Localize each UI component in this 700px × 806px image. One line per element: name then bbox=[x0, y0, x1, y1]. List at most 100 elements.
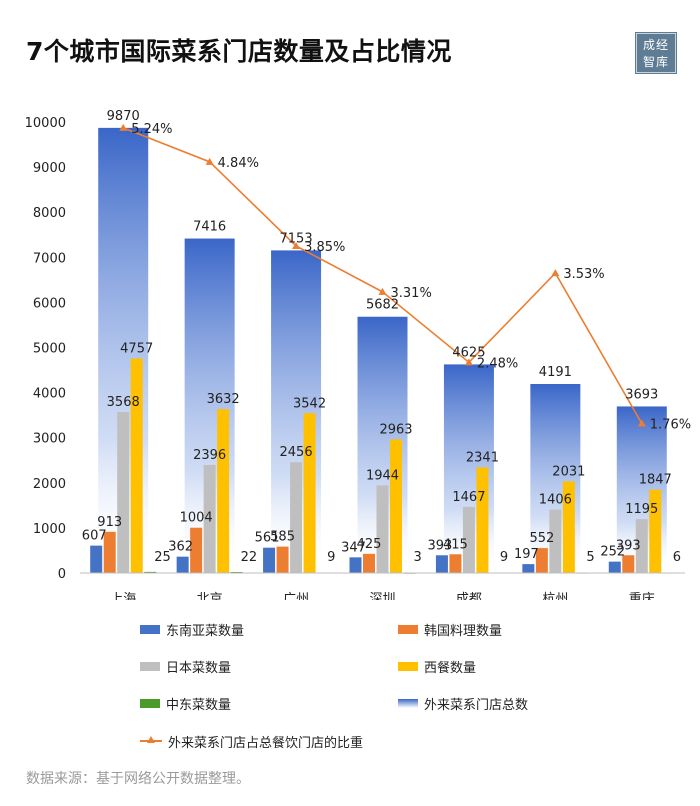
y-tick-label: 2000 bbox=[33, 477, 66, 492]
western-data-label: 3542 bbox=[293, 396, 326, 411]
bar-southeast-asian bbox=[263, 547, 276, 573]
legend-label-western: 西餐数量 bbox=[424, 660, 477, 676]
middle-eastern-data-label: 5 bbox=[586, 550, 594, 565]
legend-swatch-western bbox=[398, 661, 418, 671]
x-category-label: 北京 bbox=[197, 592, 223, 600]
ratio-marker bbox=[464, 358, 473, 366]
legend-swatch-ratio bbox=[140, 736, 162, 743]
ratio-data-label: 5.24% bbox=[131, 122, 172, 137]
y-tick-label: 1000 bbox=[33, 522, 66, 537]
southeast-asian-data-label: 252 bbox=[600, 545, 625, 560]
ratio-line bbox=[119, 123, 646, 427]
bar-korean bbox=[103, 531, 116, 573]
western-data-label: 2341 bbox=[466, 450, 499, 465]
southeast-asian-data-label: 347 bbox=[341, 540, 366, 555]
middle-eastern-data-label: 22 bbox=[241, 550, 258, 565]
legend-southeast-asian: 东南亚菜数量 bbox=[140, 620, 245, 639]
western-data-label: 4757 bbox=[120, 341, 153, 356]
y-tick-label: 5000 bbox=[33, 342, 66, 357]
ratio-marker bbox=[551, 269, 560, 277]
bar-korean bbox=[622, 555, 635, 573]
legend-middle-eastern: 中东菜数量 bbox=[140, 694, 231, 713]
bar-japanese bbox=[635, 519, 648, 573]
western-data-label: 2031 bbox=[552, 464, 585, 479]
x-category-label: 上海 bbox=[110, 592, 136, 600]
y-tick-label: 6000 bbox=[33, 296, 66, 311]
legend-korean: 韩国料理数量 bbox=[398, 620, 503, 639]
middle-eastern-data-label: 25 bbox=[154, 550, 171, 565]
bar-southeast-asian bbox=[176, 556, 189, 573]
western-data-label: 2963 bbox=[379, 422, 412, 437]
bar-korean bbox=[535, 548, 548, 573]
ratio-data-label: 3.85% bbox=[304, 240, 345, 255]
total-data-label: 9870 bbox=[107, 109, 140, 124]
legend-swatch-japanese bbox=[140, 661, 160, 671]
bar-korean bbox=[190, 527, 203, 573]
bar-japanese bbox=[117, 412, 130, 573]
bar-japanese bbox=[290, 462, 303, 573]
japanese-data-label: 1406 bbox=[539, 493, 572, 508]
bar-korean bbox=[363, 553, 375, 573]
bar-korean bbox=[276, 546, 289, 573]
bar-western bbox=[217, 409, 230, 573]
korean-data-label: 552 bbox=[529, 531, 554, 546]
bar-southeast-asian bbox=[349, 557, 362, 573]
bar-japanese bbox=[203, 464, 216, 573]
legend-japanese: 日本菜数量 bbox=[140, 657, 231, 676]
bar-southeast-asian bbox=[522, 564, 535, 573]
data-labels: 5.24% 4.84% 3.85% 3.31% 2.48% 3.53% 1.76% 9870 7… bbox=[82, 109, 691, 565]
ratio-data-label: 2.48% bbox=[477, 356, 518, 371]
cuisine-bars bbox=[90, 358, 675, 574]
y-tick-label: 7000 bbox=[33, 251, 66, 266]
southeast-asian-data-label: 561 bbox=[255, 531, 280, 546]
middle-eastern-data-label: 9 bbox=[500, 550, 508, 565]
middle-eastern-data-label: 3 bbox=[414, 550, 422, 565]
southeast-asian-data-label: 362 bbox=[168, 540, 193, 555]
bar-western bbox=[130, 358, 143, 573]
source-note: 数据来源：基于网络公开数据整理。 bbox=[26, 771, 250, 787]
legend-swatch-southeast-asian bbox=[140, 624, 160, 634]
bar-japanese bbox=[549, 509, 562, 573]
legend-swatch-total bbox=[398, 698, 418, 708]
y-tick-label: 9000 bbox=[33, 161, 66, 176]
legend-label-ratio: 外来菜系门店占总餐饮门店的比重 bbox=[168, 735, 364, 751]
legend-label-southeast-asian: 东南亚菜数量 bbox=[166, 623, 245, 639]
western-data-label: 1847 bbox=[639, 473, 672, 488]
legend-western: 西餐数量 bbox=[398, 657, 477, 676]
x-category-label: 广州 bbox=[283, 592, 309, 600]
korean-data-label: 1004 bbox=[180, 511, 213, 526]
y-tick-label: 10000 bbox=[25, 116, 66, 131]
x-category-label: 深圳 bbox=[369, 592, 395, 600]
southeast-asian-data-label: 607 bbox=[82, 529, 107, 544]
ratio-marker bbox=[119, 123, 128, 131]
y-tick-label: 4000 bbox=[33, 387, 66, 402]
legend-label-korean: 韩国料理数量 bbox=[424, 623, 503, 639]
bar-southeast-asian bbox=[608, 561, 621, 573]
japanese-data-label: 2396 bbox=[193, 448, 226, 463]
japanese-data-label: 1944 bbox=[366, 468, 399, 483]
ratio-marker bbox=[637, 419, 646, 427]
korean-data-label: 425 bbox=[357, 537, 382, 552]
y-tick-label: 3000 bbox=[33, 432, 66, 447]
ratio-data-label: 3.31% bbox=[391, 286, 432, 301]
total-data-label: 7416 bbox=[193, 220, 226, 235]
korean-data-label: 393 bbox=[616, 538, 641, 553]
japanese-data-label: 2456 bbox=[280, 445, 313, 460]
ratio-marker bbox=[378, 287, 387, 295]
total-data-label: 4625 bbox=[452, 345, 485, 360]
y-axis: 0 1000 2000 3000 4000 5000 6000 7000 8000 9000 100… bbox=[25, 116, 66, 582]
y-tick-label: 0 bbox=[58, 567, 66, 582]
logo-text-line2: 智库 bbox=[642, 54, 669, 69]
korean-data-label: 415 bbox=[443, 537, 468, 552]
middle-eastern-data-label: 9 bbox=[327, 550, 335, 565]
japanese-data-label: 1467 bbox=[452, 490, 485, 505]
southeast-asian-data-label: 393 bbox=[428, 538, 453, 553]
korean-data-label: 585 bbox=[270, 530, 295, 545]
total-data-label: 3693 bbox=[625, 387, 658, 402]
total-data-label: 5682 bbox=[366, 298, 399, 313]
bar-western bbox=[649, 489, 662, 573]
ratio-data-label: 4.84% bbox=[218, 156, 259, 171]
bar-middle-eastern bbox=[144, 571, 157, 573]
bar-western bbox=[476, 467, 489, 573]
bar-southeast-asian bbox=[435, 555, 448, 573]
